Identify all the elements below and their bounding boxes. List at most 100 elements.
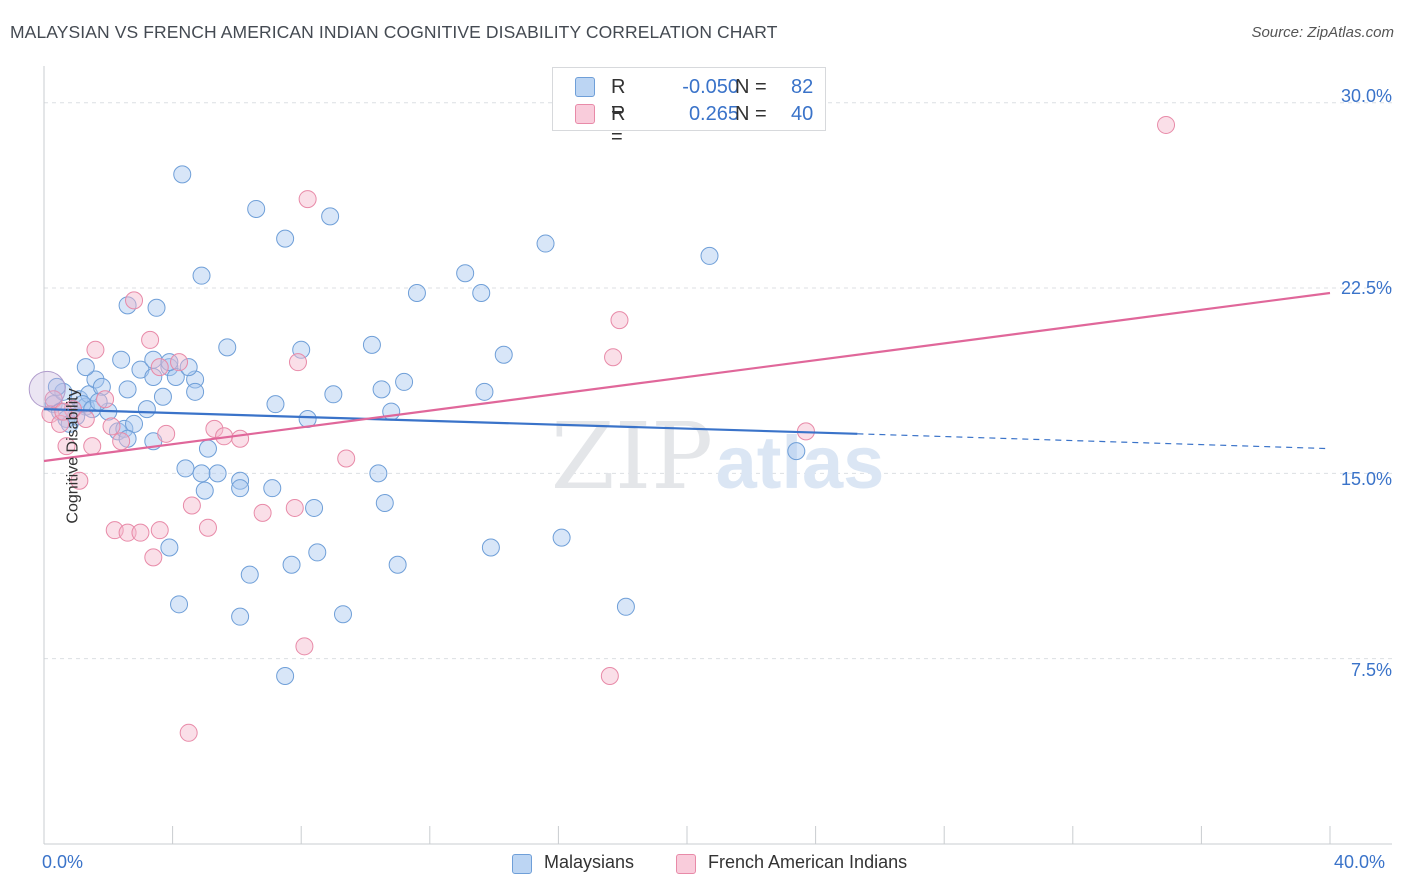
data-point: [160, 358, 179, 377]
data-point: [131, 523, 150, 542]
source-label: Source: ZipAtlas.com: [1251, 24, 1394, 41]
data-point: [118, 523, 137, 542]
data-point: [118, 380, 137, 399]
french-american-indians-legend-swatch-icon: [676, 854, 696, 874]
data-point: [263, 479, 282, 498]
data-point: [253, 503, 272, 522]
n-label: N =: [735, 76, 767, 98]
data-point: [70, 390, 89, 409]
data-point: [298, 190, 317, 209]
data-point: [276, 666, 295, 685]
data-point: [337, 449, 356, 468]
data-point: [73, 395, 92, 414]
y-tick-15: 15.0%: [1340, 469, 1392, 489]
series-french-american-indians: [41, 115, 1176, 742]
data-point: [787, 442, 806, 461]
chart-title: MALAYSIAN VS FRENCH AMERICAN INDIAN COGN…: [10, 22, 778, 42]
data-point: [333, 605, 352, 624]
legend-label: French American Indians: [708, 852, 908, 872]
data-point: [481, 538, 500, 557]
data-point: [137, 400, 156, 419]
data-point: [295, 637, 314, 656]
series-malaysians: [44, 165, 806, 685]
data-point: [362, 335, 381, 354]
stats-legend: R = -0.050 N = 82 R = 0.265 N = 40: [552, 67, 826, 148]
data-point: [102, 417, 121, 436]
data-point: [395, 372, 414, 391]
axes: [43, 66, 1392, 845]
data-point: [1157, 115, 1176, 134]
data-point: [176, 459, 195, 478]
data-point: [144, 548, 163, 567]
data-point: [231, 471, 250, 490]
data-point: [86, 340, 105, 359]
malaysians-swatch-icon: [575, 77, 595, 97]
data-point: [604, 348, 623, 367]
data-point: [218, 338, 237, 357]
data-point: [144, 367, 163, 386]
data-point: [552, 528, 571, 547]
data-point: [195, 481, 214, 500]
trend-lines: [43, 291, 1331, 463]
data-point: [472, 283, 491, 302]
data-point: [369, 464, 388, 483]
data-point: [375, 494, 394, 513]
data-point: [208, 464, 227, 483]
trend-line-malaysians: [43, 408, 858, 435]
data-point: [305, 498, 324, 517]
y-tick-7-5: 7.5%: [1350, 660, 1392, 680]
data-point: [166, 367, 185, 386]
data-point: [536, 234, 555, 253]
data-point: [192, 266, 211, 285]
data-point: [125, 291, 144, 310]
data-point: [276, 229, 295, 248]
data-point: [70, 471, 89, 490]
data-point: [205, 419, 224, 438]
data-point: [266, 395, 285, 414]
data-point: [170, 353, 189, 372]
data-point: [54, 402, 73, 421]
data-point: [285, 498, 304, 517]
data-point: [198, 518, 217, 537]
malaysians-legend-swatch-icon: [512, 854, 532, 874]
data-point: [231, 429, 250, 448]
y-tick-22-5: 22.5%: [1340, 278, 1392, 298]
data-point: [456, 264, 475, 283]
watermark-zip: ZIP: [551, 403, 713, 510]
data-point: [308, 543, 327, 562]
n-label: N =: [735, 103, 767, 125]
r-value: 0.265: [688, 103, 739, 125]
n-value: 82: [791, 76, 814, 98]
data-point: [160, 538, 179, 557]
data-point: [173, 165, 192, 184]
data-points: [28, 115, 1176, 742]
data-point: [83, 400, 102, 419]
data-point: [160, 353, 179, 372]
data-point: [83, 437, 102, 456]
y-tick-30: 30.0%: [1340, 86, 1392, 106]
r-label: R =: [611, 76, 626, 121]
data-point: [125, 414, 144, 433]
r-label: R =: [611, 103, 626, 148]
data-point: [57, 437, 76, 456]
data-point: [179, 723, 198, 742]
trend-line-malaysians-extension: [857, 433, 1331, 450]
data-point-cluster: [28, 370, 66, 408]
data-point: [616, 597, 635, 616]
data-point: [282, 555, 301, 574]
data-point: [150, 358, 169, 377]
data-point: [231, 607, 250, 626]
trend-line-french-american-indians: [43, 291, 1331, 463]
r-value: -0.050: [682, 76, 739, 98]
legend-label: Malaysians: [544, 852, 635, 872]
data-point: [288, 353, 307, 372]
data-point: [388, 555, 407, 574]
series-legend: Malaysians French American Indians: [0, 852, 1406, 876]
x-tick-min: 0.0%: [42, 852, 84, 872]
data-point: [182, 496, 201, 515]
gridlines: [44, 102, 1392, 660]
x-tick-max: 40.0%: [1334, 852, 1386, 872]
data-point: [610, 311, 629, 330]
data-point: [141, 330, 160, 349]
